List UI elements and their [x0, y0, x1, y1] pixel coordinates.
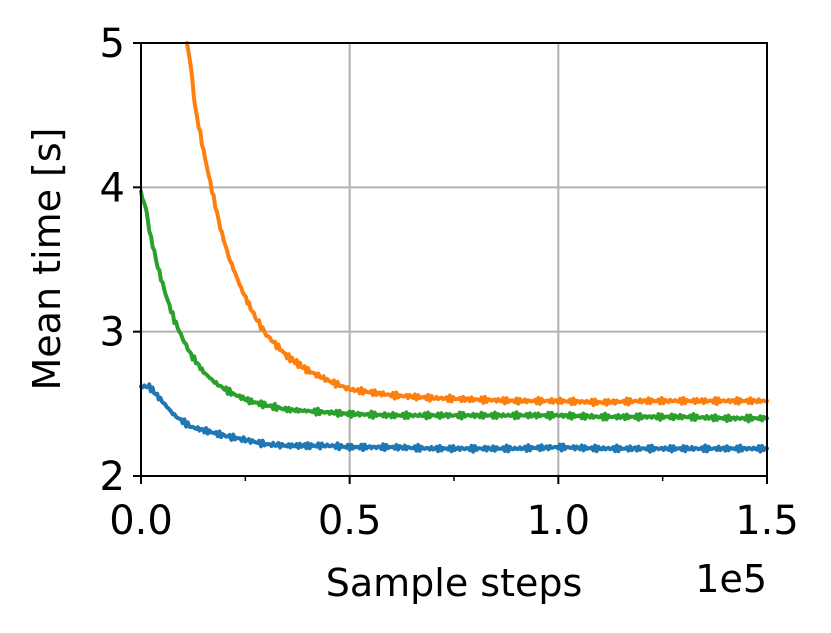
series-line — [139, 382, 769, 454]
x-offset-label: 1e5 — [695, 557, 767, 601]
y-tick-label: 5 — [100, 21, 125, 67]
x-tick-label: 1.0 — [527, 498, 591, 544]
y-tick-label: 3 — [100, 310, 125, 356]
ticks-layer — [133, 42, 768, 484]
y-tick-label: 2 — [100, 454, 125, 500]
series-3 — [139, 189, 769, 424]
series-1 — [139, 382, 769, 454]
tick-labels-layer: 0.0 0.5 1.0 1.5 2 3 4 5 — [100, 21, 799, 544]
x-tick-label: 1.5 — [735, 498, 799, 544]
series-line — [139, 189, 769, 424]
y-tick-label: 4 — [100, 165, 125, 211]
plot-frame — [140, 42, 768, 477]
x-axis-label: Sample steps — [326, 561, 583, 605]
y-axis-label: Mean time [s] — [25, 128, 69, 391]
series-line — [184, 41, 769, 408]
grid-layer — [141, 43, 767, 476]
series-layer — [139, 41, 769, 454]
series-2 — [184, 41, 769, 408]
x-tick-label: 0.0 — [109, 498, 173, 544]
x-tick-label: 0.5 — [318, 498, 382, 544]
